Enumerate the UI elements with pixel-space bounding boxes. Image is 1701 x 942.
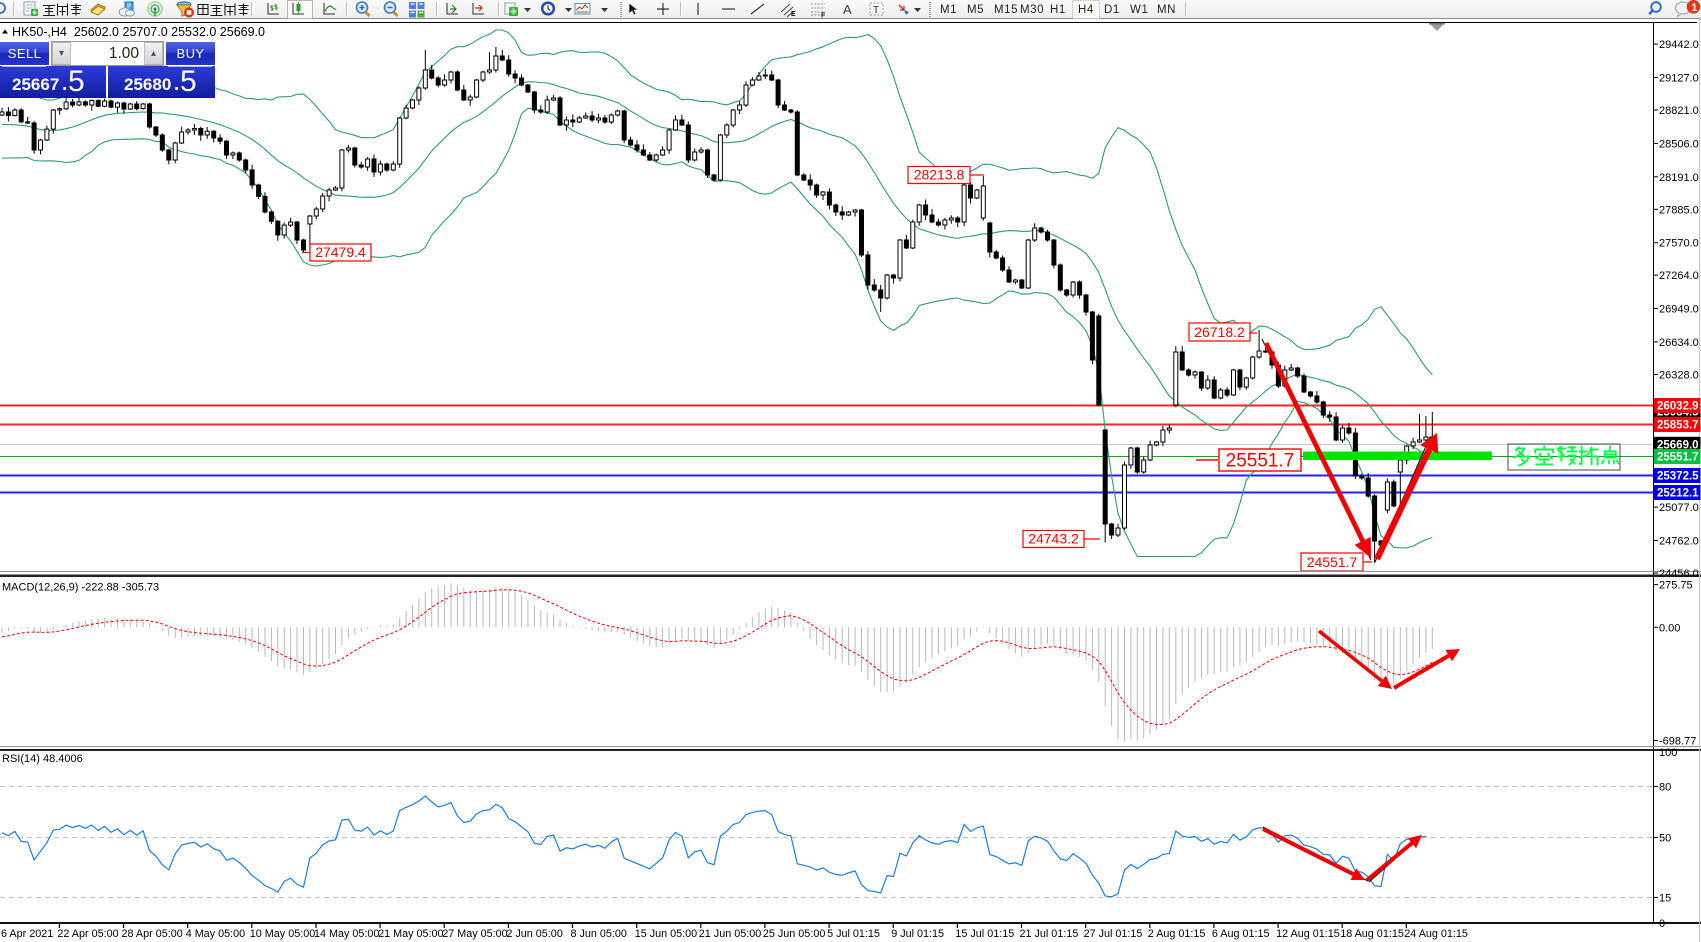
svg-text:M1: M1 [940,4,957,16]
svg-text:28506.0: 28506.0 [1659,138,1699,150]
svg-text:25551.7: 25551.7 [1657,452,1699,464]
svg-text:2 Jun 05:00: 2 Jun 05:00 [506,928,562,940]
svg-text:25669.0: 25669.0 [1657,439,1699,451]
svg-text:27479.4: 27479.4 [315,244,366,260]
svg-text:80: 80 [1659,781,1671,793]
svg-text:MN: MN [1157,4,1176,16]
svg-text:24 Aug 01:15: 24 Aug 01:15 [1404,928,1468,940]
svg-text:-698.77: -698.77 [1659,736,1696,748]
svg-text:26718.2: 26718.2 [1194,324,1245,340]
svg-text:D1: D1 [1104,4,1120,16]
svg-text:14 May 05:00: 14 May 05:00 [314,928,379,940]
svg-text:W1: W1 [1130,4,1148,16]
svg-text:26032.9: 26032.9 [1657,401,1699,413]
svg-text:21 Jun 05:00: 21 Jun 05:00 [699,928,761,940]
svg-text:6 Aug 01:15: 6 Aug 01:15 [1212,928,1270,940]
svg-text:M5: M5 [967,4,984,16]
svg-text:M30: M30 [1020,4,1044,16]
svg-text:10 May 05:00: 10 May 05:00 [250,928,315,940]
svg-text:E: E [791,11,796,18]
svg-text:0: 0 [1659,918,1665,930]
svg-text:26634.0: 26634.0 [1659,337,1699,349]
svg-text:2 Aug 01:15: 2 Aug 01:15 [1148,928,1206,940]
svg-text:24551.7: 24551.7 [1307,554,1358,570]
svg-text:29127.0: 29127.0 [1659,73,1699,85]
svg-text:H1: H1 [1050,4,1066,16]
svg-text:9 Jul 01:15: 9 Jul 01:15 [891,928,944,940]
svg-text:25 Jun 05:00: 25 Jun 05:00 [763,928,825,940]
svg-text:25551.7: 25551.7 [1226,451,1295,472]
svg-text:21 May 05:00: 21 May 05:00 [378,928,443,940]
svg-text:25212.1: 25212.1 [1657,488,1699,500]
svg-text:27 May 05:00: 27 May 05:00 [442,928,507,940]
svg-text:F: F [821,13,826,20]
svg-text:28 Apr 05:00: 28 Apr 05:00 [122,928,183,940]
svg-text:24743.2: 24743.2 [1028,531,1079,547]
svg-text:28821.0: 28821.0 [1659,105,1699,117]
svg-text:25853.7: 25853.7 [1657,420,1699,432]
svg-text:100: 100 [1659,747,1677,759]
svg-text:HK50-,H4 25602.0 25707.0 2553: HK50-,H4 25602.0 25707.0 25532.0 25669.0 [12,25,265,39]
svg-text:H4: H4 [1078,4,1094,16]
svg-text:5 Jul 01:15: 5 Jul 01:15 [827,928,880,940]
svg-text:RSI(14) 48.4006: RSI(14) 48.4006 [2,753,83,765]
svg-text:25077.0: 25077.0 [1659,502,1699,514]
svg-text:18 Aug 01:15: 18 Aug 01:15 [1340,928,1404,940]
svg-text:24456.0: 24456.0 [1659,568,1699,580]
svg-text:1: 1 [1691,2,1697,14]
svg-text:25372.5: 25372.5 [1657,471,1699,483]
svg-text:27570.0: 27570.0 [1659,238,1699,250]
svg-text:6 Apr 2021: 6 Apr 2021 [1,928,53,940]
svg-text:26328.0: 26328.0 [1659,369,1699,381]
svg-text:29442.0: 29442.0 [1659,39,1699,51]
svg-text:MACD(12,26,9) -222.88 -305.73: MACD(12,26,9) -222.88 -305.73 [2,582,159,594]
svg-text:4 May 05:00: 4 May 05:00 [186,928,245,940]
svg-text:T: T [873,5,879,16]
svg-text:28213.8: 28213.8 [914,167,965,183]
svg-text:12 Aug 01:15: 12 Aug 01:15 [1276,928,1340,940]
svg-text:15 Jul 01:15: 15 Jul 01:15 [955,928,1014,940]
svg-text:24762.0: 24762.0 [1659,536,1699,548]
svg-text:27885.0: 27885.0 [1659,204,1699,216]
svg-text:26949.0: 26949.0 [1659,304,1699,316]
svg-text:22 Apr 05:00: 22 Apr 05:00 [57,928,118,940]
svg-text:50: 50 [1659,833,1671,845]
svg-text:M15: M15 [994,4,1018,16]
svg-text:15: 15 [1659,892,1671,904]
svg-text:0.00: 0.00 [1659,622,1680,634]
svg-text:15 Jun 05:00: 15 Jun 05:00 [635,928,697,940]
svg-text:21 Jul 01:15: 21 Jul 01:15 [1020,928,1079,940]
svg-text:27264.0: 27264.0 [1659,270,1699,282]
svg-text:27 Jul 01:15: 27 Jul 01:15 [1084,928,1143,940]
svg-text:A: A [843,2,852,17]
svg-text:275.75: 275.75 [1659,580,1693,592]
svg-text:28191.0: 28191.0 [1659,172,1699,184]
svg-text:8 Jun 05:00: 8 Jun 05:00 [571,928,627,940]
